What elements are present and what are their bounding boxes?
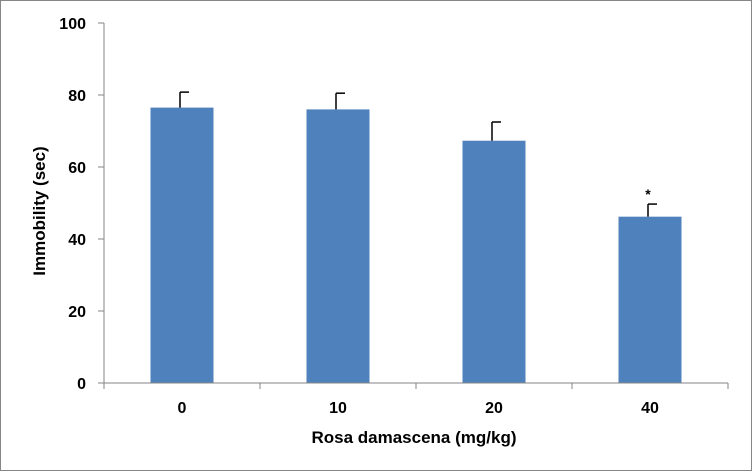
y-axis-title: Immobility (sec) [30, 146, 49, 275]
error-bars [179, 91, 657, 217]
y-tick-label: 40 [68, 232, 86, 249]
y-tick-label: 20 [68, 304, 86, 321]
bar [306, 109, 370, 384]
bar [462, 140, 526, 383]
x-tick-label: 40 [641, 400, 659, 417]
x-axis-title: Rosa damascena (mg/kg) [311, 428, 516, 447]
y-tick-label: 60 [68, 160, 86, 177]
x-tick-label: 0 [178, 400, 187, 417]
bar [150, 107, 214, 383]
annotations: * [645, 186, 651, 202]
x-axis-ticks: 0 10 20 40 [103, 383, 729, 417]
y-tick-label: 100 [59, 16, 86, 33]
x-tick-label: 20 [485, 400, 503, 417]
y-tick-label: 0 [77, 376, 86, 393]
x-tick-label: 10 [329, 400, 347, 417]
y-axis-ticks: 0 20 40 60 80 100 [59, 16, 104, 393]
y-tick-label: 80 [68, 88, 86, 105]
bar [618, 216, 682, 383]
bars [150, 107, 682, 384]
significance-marker: * [645, 186, 651, 202]
